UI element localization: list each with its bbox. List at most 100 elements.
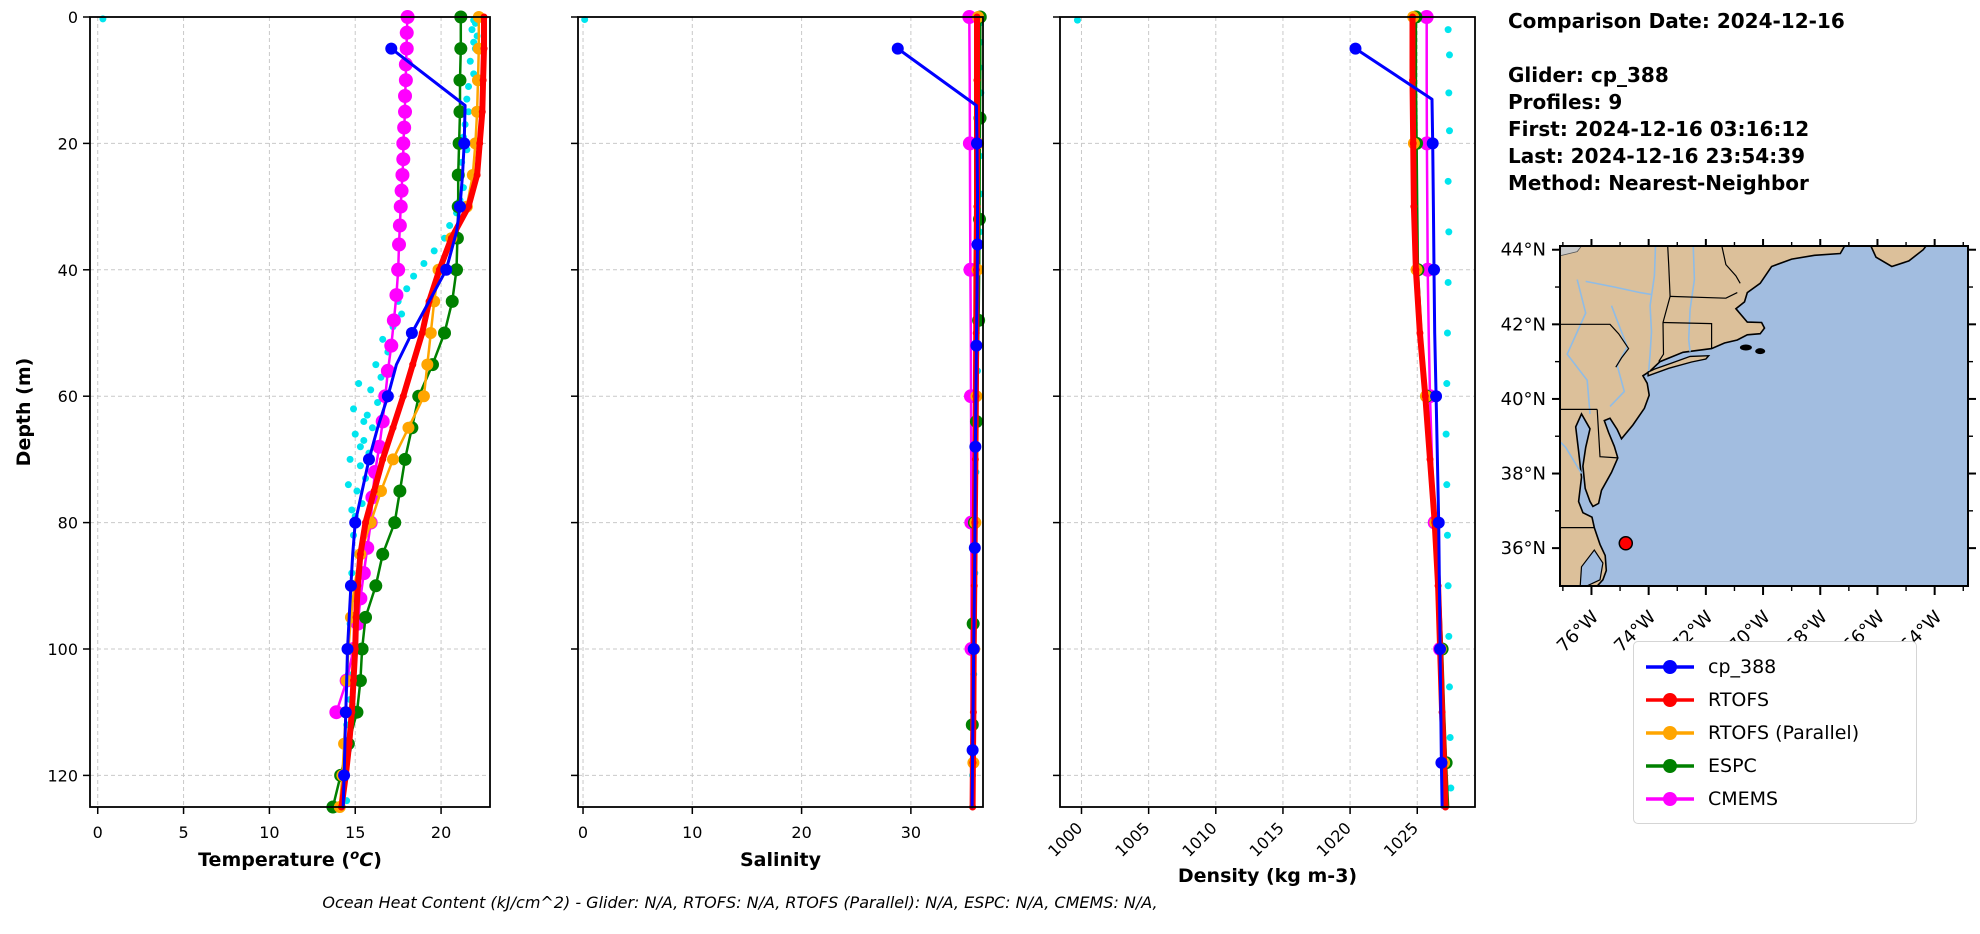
series-marker xyxy=(438,326,452,340)
x-tick-label: 30 xyxy=(901,823,921,842)
series-marker xyxy=(376,547,390,561)
series-marker xyxy=(393,484,407,498)
info-panel: Comparison Date: 2024-12-16 Glider: cp_3… xyxy=(1508,8,1845,197)
lat-tick-label: 42°N xyxy=(1501,314,1546,335)
spacer xyxy=(1508,35,1845,62)
series-marker xyxy=(445,294,459,308)
river xyxy=(1566,279,1591,414)
lat-tick-label: 44°N xyxy=(1501,240,1546,261)
scatter-point xyxy=(1446,733,1454,741)
y-tick-label: 0 xyxy=(68,8,78,27)
scatter-point xyxy=(466,57,474,65)
series-marker xyxy=(362,453,375,466)
scatter-point xyxy=(344,481,352,489)
series-marker xyxy=(392,218,407,233)
y-tick-label: 20 xyxy=(58,134,78,153)
series-marker xyxy=(399,41,414,56)
series-marker xyxy=(399,25,414,40)
series-marker xyxy=(450,263,464,277)
scatter-point xyxy=(1445,89,1453,97)
series-marker xyxy=(1412,266,1420,274)
state-border xyxy=(1658,322,1665,362)
scatter-point xyxy=(1444,582,1452,590)
series-marker xyxy=(480,45,488,53)
series-marker xyxy=(398,73,413,88)
series-marker xyxy=(392,237,407,252)
scatter-point xyxy=(465,108,473,116)
scatter-point xyxy=(1445,127,1453,135)
scatter-point xyxy=(430,247,438,255)
scatter-point xyxy=(353,487,361,495)
series-marker xyxy=(362,519,370,527)
series-marker xyxy=(353,674,367,688)
series-marker xyxy=(344,579,357,592)
lat-tick-label: 36°N xyxy=(1501,538,1546,559)
series-marker xyxy=(971,238,984,251)
legend-marker-icon xyxy=(1646,692,1694,707)
x-tick-label: 5 xyxy=(178,823,188,842)
scatter-point xyxy=(463,95,471,103)
series-cp-388 xyxy=(338,42,471,809)
series-marker xyxy=(970,339,983,352)
x-tick-label: 15 xyxy=(345,823,365,842)
series-cp-388 xyxy=(1349,42,1448,809)
state-border xyxy=(1560,323,1630,368)
x-tick-label: 20 xyxy=(431,823,451,842)
series-marker xyxy=(402,421,415,434)
scatter-point xyxy=(379,335,387,343)
series-marker xyxy=(341,643,354,655)
plot-frame xyxy=(577,16,984,808)
series-marker xyxy=(391,262,406,277)
legend-item-espc: ESPC xyxy=(1644,749,1906,782)
coastline-land xyxy=(1560,246,1846,586)
series-marker xyxy=(338,769,351,782)
scatter-point xyxy=(374,399,382,407)
series-marker xyxy=(398,89,413,103)
series-marker xyxy=(1410,203,1418,211)
series-marker xyxy=(453,200,466,213)
series-marker xyxy=(1434,643,1447,655)
series-marker xyxy=(1349,42,1362,55)
series-marker xyxy=(479,76,487,84)
series-marker xyxy=(1435,756,1448,769)
series-marker xyxy=(389,288,404,303)
series-marker xyxy=(388,516,402,530)
series-marker xyxy=(966,744,979,757)
scatter-point xyxy=(403,285,411,293)
legend-item-cmems: CMEMS xyxy=(1644,782,1906,815)
glider-location-marker xyxy=(1618,536,1634,551)
series-marker xyxy=(967,643,980,655)
nova-scotia xyxy=(1870,246,1928,268)
series-marker xyxy=(1426,137,1439,150)
lat-tick-label: 40°N xyxy=(1501,389,1546,410)
series-marker xyxy=(968,541,981,554)
series-marker xyxy=(424,327,437,339)
series-marker xyxy=(395,168,410,182)
marthas-vineyard xyxy=(1739,344,1752,351)
scatter-point xyxy=(356,443,364,451)
scatter-point xyxy=(360,436,368,444)
series-marker xyxy=(398,452,412,466)
gray-region xyxy=(1560,246,1582,257)
series-marker xyxy=(389,424,397,432)
series-marker xyxy=(1409,139,1417,147)
scatter-point xyxy=(446,222,454,230)
series-marker xyxy=(386,313,401,328)
scatter-point xyxy=(1445,228,1453,236)
map-inner xyxy=(1560,246,1968,586)
x-tick-label: 20 xyxy=(791,823,811,842)
scatter-point xyxy=(1444,177,1452,185)
scatter-point xyxy=(1443,481,1451,489)
long-island xyxy=(1647,354,1711,377)
x-tick-label: 0 xyxy=(578,823,588,842)
series-marker xyxy=(329,705,344,720)
river xyxy=(1647,246,1657,372)
x-axis-title: Density (kg m-3) xyxy=(1178,865,1357,887)
nantucket xyxy=(1755,348,1766,355)
series-marker xyxy=(1430,390,1443,403)
scatter-point xyxy=(1445,632,1453,640)
y-tick-label: 120 xyxy=(47,766,78,785)
